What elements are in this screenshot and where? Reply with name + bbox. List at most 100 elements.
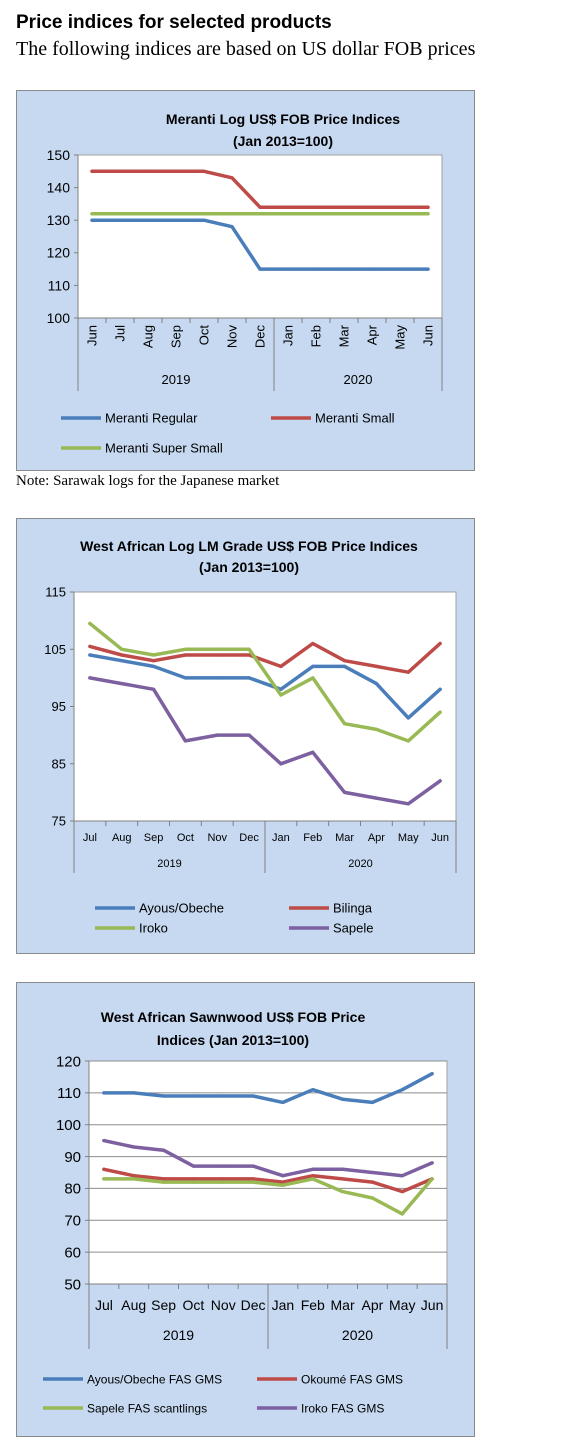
page-heading: Price indices for selected products xyxy=(16,12,332,33)
y-tick-label: 115 xyxy=(45,585,66,600)
data-point xyxy=(311,664,315,668)
data-point xyxy=(88,653,92,657)
data-point xyxy=(406,739,410,743)
data-point xyxy=(370,1180,374,1184)
data-point xyxy=(370,1170,374,1175)
data-point xyxy=(343,790,347,794)
data-point xyxy=(132,1145,136,1149)
data-point xyxy=(215,676,219,680)
data-point xyxy=(118,212,122,216)
data-point xyxy=(174,218,178,222)
data-point xyxy=(374,727,378,731)
data-point xyxy=(342,205,346,209)
data-point xyxy=(279,693,283,697)
data-point xyxy=(251,1094,255,1098)
note-text: Note: Sarawak logs for the Japanese mark… xyxy=(16,473,280,489)
data-point xyxy=(438,710,442,714)
x-tick-label: Nov xyxy=(207,832,227,844)
x-tick-label: Jun xyxy=(421,1297,444,1313)
data-point xyxy=(152,653,156,657)
x-tick-label: Oct xyxy=(177,832,194,844)
y-tick-label: 100 xyxy=(47,310,71,326)
data-point xyxy=(343,722,347,726)
x-tick-label: Jan xyxy=(272,832,290,844)
y-tick-label: 75 xyxy=(52,814,66,829)
data-point xyxy=(102,1091,106,1095)
y-tick-label: 90 xyxy=(64,1149,81,1166)
data-point xyxy=(370,1196,374,1200)
data-point xyxy=(183,739,187,743)
data-point xyxy=(102,1167,106,1171)
data-point xyxy=(341,1097,345,1101)
x-tick-label: Aug xyxy=(112,832,132,844)
series-line-4 xyxy=(88,676,442,806)
x-tick-label: Apr xyxy=(368,832,385,844)
x-tick-label: Aug xyxy=(121,1297,146,1313)
data-point xyxy=(215,647,219,651)
meranti-chart: Meranti Log US$ FOB Price Indices (Jan 20… xyxy=(47,111,443,456)
data-point xyxy=(120,682,124,686)
data-point xyxy=(279,687,283,691)
data-point xyxy=(247,676,251,680)
series-line-4 xyxy=(102,1138,434,1178)
west-african-log-chart: West African Log LM Grade US$ FOB Price … xyxy=(44,538,457,936)
data-point xyxy=(406,670,410,674)
x-tick-label: Jun xyxy=(431,832,449,844)
data-point xyxy=(90,169,94,173)
data-point xyxy=(370,205,374,209)
data-point xyxy=(343,659,347,663)
y-tick-label: 105 xyxy=(44,642,66,657)
data-point xyxy=(311,1167,315,1171)
data-point xyxy=(118,218,122,222)
x-tick-label: Sep xyxy=(151,1297,176,1313)
data-point xyxy=(311,676,315,680)
data-point xyxy=(191,1177,195,1181)
data-point xyxy=(132,1174,136,1178)
data-point xyxy=(430,1072,434,1076)
data-point xyxy=(202,218,206,222)
data-point xyxy=(400,1190,404,1194)
legend-label: Meranti Regular xyxy=(105,411,198,426)
y-tick-label: 130 xyxy=(47,212,71,228)
year-label: 2019 xyxy=(157,858,181,870)
x-tick-label: Apr xyxy=(365,324,380,345)
data-point xyxy=(341,1190,345,1194)
data-point xyxy=(311,1177,315,1181)
data-point xyxy=(281,1183,285,1187)
x-tick-label: Mar xyxy=(337,324,352,347)
data-point xyxy=(311,641,315,646)
data-point xyxy=(281,1174,285,1178)
data-point xyxy=(374,796,378,800)
page-subheading: The following indices are based on US do… xyxy=(16,38,476,60)
data-point xyxy=(311,1088,315,1092)
data-point xyxy=(90,218,94,222)
data-point xyxy=(426,212,430,216)
data-point xyxy=(174,169,178,173)
data-point xyxy=(230,176,234,180)
data-point xyxy=(221,1164,225,1168)
chart-title: West African Sawnwood US$ FOB Price xyxy=(101,1009,366,1025)
data-point xyxy=(247,647,251,651)
data-point xyxy=(120,647,124,651)
series-line-2 xyxy=(88,641,442,674)
data-point xyxy=(370,267,374,271)
legend-label: Ayous/Obeche FAS GMS xyxy=(87,1372,222,1386)
x-tick-label: Apr xyxy=(362,1297,384,1313)
y-tick-label: 110 xyxy=(57,1085,81,1102)
data-point xyxy=(230,212,234,216)
x-tick-label: Aug xyxy=(141,325,156,348)
legend-label: Meranti Small xyxy=(315,411,395,426)
data-point xyxy=(251,1180,255,1184)
data-point xyxy=(426,205,430,209)
data-point xyxy=(430,1177,434,1181)
x-tick-label: Feb xyxy=(301,1297,325,1313)
data-point xyxy=(183,676,187,680)
data-point xyxy=(438,687,442,691)
data-point xyxy=(258,267,262,271)
data-point xyxy=(426,267,430,271)
data-point xyxy=(370,1100,374,1104)
y-tick-label: 140 xyxy=(47,180,71,196)
series-line-3 xyxy=(88,621,442,743)
series-line-3 xyxy=(102,1177,434,1216)
y-tick-label: 60 xyxy=(64,1244,81,1261)
